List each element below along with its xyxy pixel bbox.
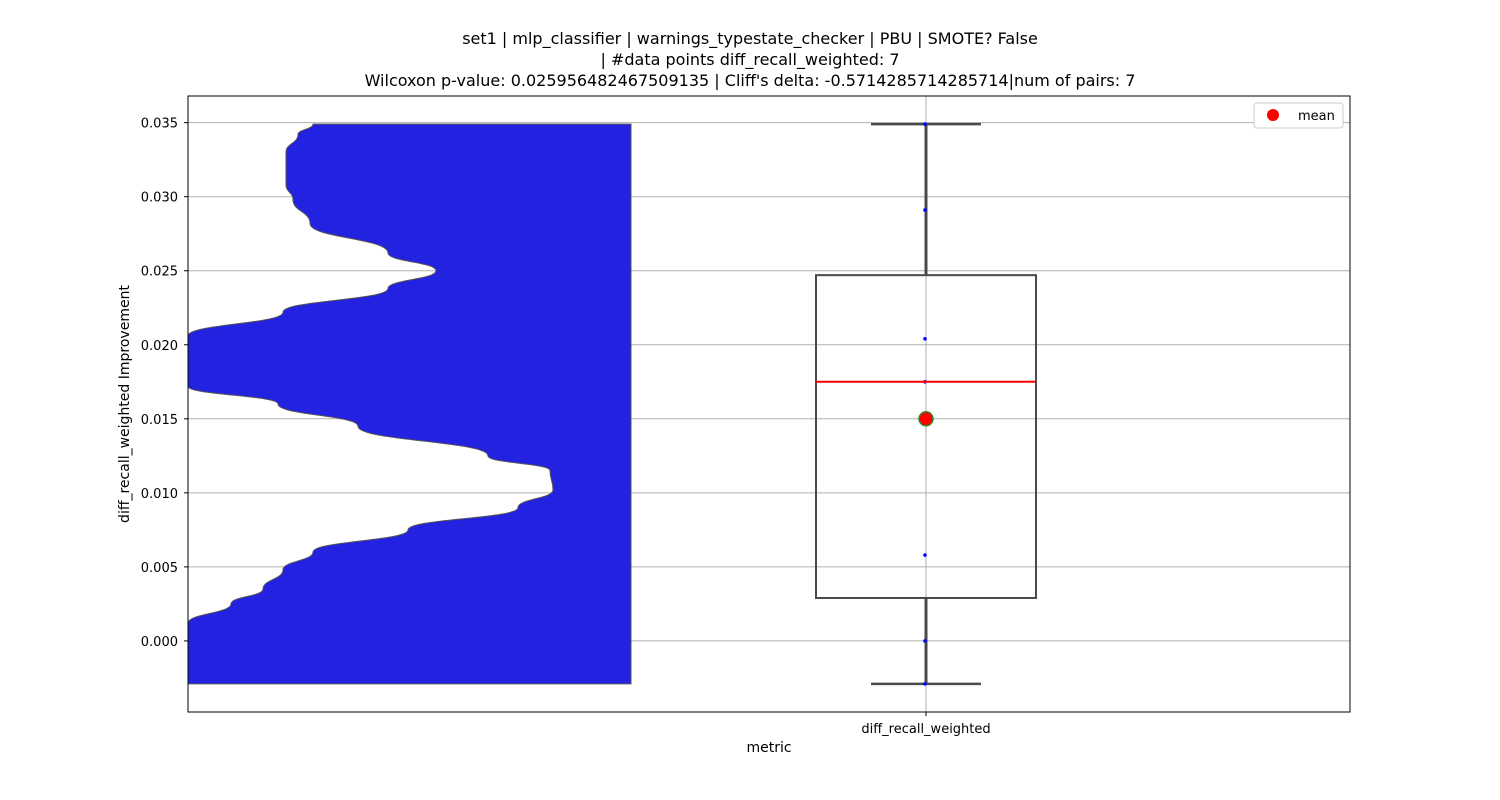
x-axis-label: metric <box>746 740 791 756</box>
y-tick-label: 0.020 <box>141 339 178 354</box>
data-point <box>923 122 927 126</box>
y-axis-label: diff_recall_weighted Improvement <box>117 285 133 523</box>
half-violin <box>188 123 632 685</box>
chart-title-line-2: | #data points diff_recall_weighted: 7 <box>600 50 900 69</box>
chart-title-line-1: set1 | mlp_classifier | warnings_typesta… <box>462 29 1038 48</box>
x-tick-label: diff_recall_weighted <box>861 722 990 737</box>
axis-layer: 0.000 0.005 0.010 0.015 0.020 0.025 0.030 0.035… <box>141 117 991 737</box>
legend-mean-marker <box>1267 109 1279 121</box>
mean-marker <box>918 411 934 427</box>
y-tick-label: 0.025 <box>141 265 178 280</box>
y-tick-label: 0.015 <box>141 413 178 428</box>
box-layer <box>815 122 1037 686</box>
y-tick-label: 0.035 <box>141 117 178 132</box>
y-tick-label: 0.005 <box>141 561 178 576</box>
plot-frame <box>187 95 1351 713</box>
y-tick-label: 0.000 <box>141 635 178 650</box>
legend-box <box>1253 102 1344 129</box>
data-point <box>923 553 927 557</box>
data-point <box>923 639 927 643</box>
y-tick-label: 0.010 <box>141 487 178 502</box>
violin-layer <box>188 123 632 685</box>
data-point <box>923 682 927 686</box>
legend: mean <box>1253 102 1344 129</box>
chart-title-line-3: Wilcoxon p-value: 0.025956482467509135 |… <box>364 71 1136 90</box>
iqr-box <box>815 274 1037 599</box>
legend-mean-label: mean <box>1298 109 1335 124</box>
data-point <box>923 208 927 212</box>
data-point <box>923 337 927 341</box>
y-tick-label: 0.030 <box>141 191 178 206</box>
